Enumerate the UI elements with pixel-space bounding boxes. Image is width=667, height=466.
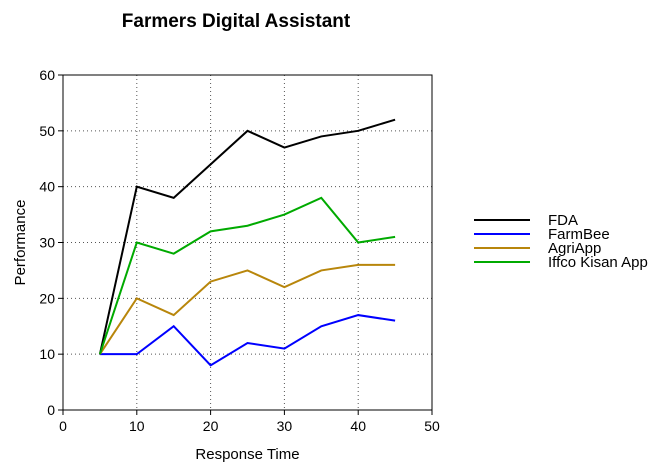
series-line-farmbee (99, 314, 396, 367)
x-tick-label: 20 (203, 418, 219, 434)
y-tick-label: 30 (39, 235, 55, 251)
x-tick-label: 10 (129, 418, 145, 434)
x-tick-label: 40 (350, 418, 366, 434)
y-tick-label: 10 (39, 346, 55, 362)
y-tick-label: 20 (39, 290, 55, 306)
y-tick-label: 50 (39, 123, 55, 139)
y-tick-label: 60 (39, 67, 55, 83)
series-lines (98, 118, 396, 367)
axis-ticks: 0 10 20 30 40 50 0 10 20 30 40 50 60 (39, 67, 440, 434)
x-tick-label: 50 (424, 418, 440, 434)
y-tick-label: 40 (39, 179, 55, 195)
chart-title: Farmers Digital Assistant (122, 11, 351, 32)
x-axis-label: Response Time (195, 446, 299, 463)
series-line-agriapp (99, 263, 396, 355)
legend-label-iffco-kisan-app: Iffco Kisan App (548, 254, 648, 271)
x-tick-label: 0 (59, 418, 67, 434)
legend-label-agriapp: AgriApp (548, 240, 601, 257)
y-axis-label: Performance (12, 200, 29, 286)
legend-label-farmbee: FarmBee (548, 226, 610, 243)
x-tick-label: 30 (277, 418, 293, 434)
series-line-fda (98, 118, 396, 355)
legend-label-fda: FDA (548, 212, 578, 229)
y-tick-label: 0 (47, 402, 55, 418)
series-line-iffco-kisan-app (98, 196, 396, 355)
